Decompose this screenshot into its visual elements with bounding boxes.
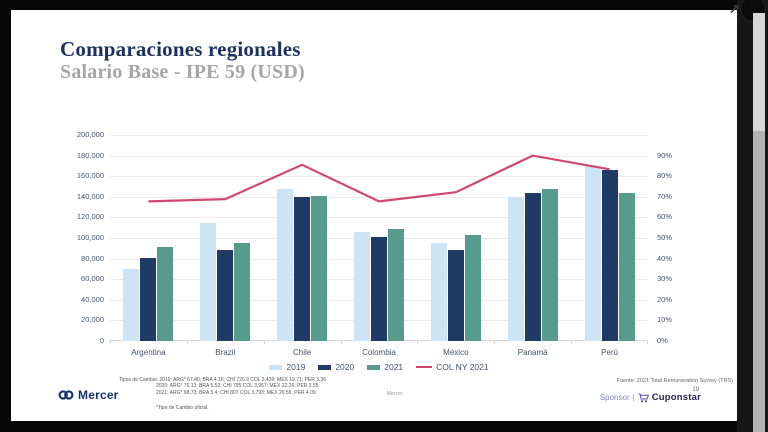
legend-label: 2019 xyxy=(286,362,306,372)
bar-2020-Brazil xyxy=(217,249,234,341)
y-axis-label-right: 0% xyxy=(657,336,668,345)
bar-2019-Brazil xyxy=(200,222,217,341)
bar-2019-Colombia xyxy=(354,231,370,341)
exchange-rate-footnote: Tipos de Cambio: 2019: ARG* 67.40; BRA 4… xyxy=(119,377,326,412)
legend-item-2021: 2021 xyxy=(367,362,403,372)
y-axis-label-left: 80,000 xyxy=(81,253,104,263)
y-axis-label-right: 60% xyxy=(657,212,673,222)
x-label-Brazil: Brazil xyxy=(215,348,236,357)
y-axis-label-right: 20% xyxy=(657,294,673,304)
chart-legend: 2019 2020 2021 COL NY 2021 xyxy=(110,362,648,372)
gridline xyxy=(110,196,648,198)
y-axis-label-right: 70% xyxy=(657,191,673,201)
bar-2019-Argentina xyxy=(123,268,140,341)
y-axis-label-left: 120,000 xyxy=(76,212,104,222)
y-axis-label-right: 90% xyxy=(657,150,673,160)
bar-2019-México xyxy=(430,243,447,341)
page-number: 19 xyxy=(692,387,699,393)
legend-label: 2021 xyxy=(384,362,404,372)
y-axis-label-left: 100,000 xyxy=(76,233,104,242)
x-axis-tick xyxy=(110,341,111,344)
y-axis-label-left: 160,000 xyxy=(76,171,104,181)
bar-2020-Argentina xyxy=(140,257,157,341)
y-axis-label-right: 50% xyxy=(657,233,673,242)
slide-subtitle: Salario Base - IPE 59 (USD) xyxy=(60,61,305,83)
gridline xyxy=(110,155,648,157)
sponsor-separator: | xyxy=(632,393,635,402)
y-axis-label-right: 10% xyxy=(657,315,673,325)
bar-2020-Panamá xyxy=(524,192,541,341)
bar-2021-Argentina xyxy=(157,247,174,341)
y-axis-label-left: 140,000 xyxy=(76,191,104,201)
gridline xyxy=(110,135,648,136)
bar-2021-Colombia xyxy=(388,229,404,341)
footnote-line-2020: 2020: ARG* 76.13; BRA 5.52; CHI 795 COL … xyxy=(156,383,319,390)
gridline xyxy=(110,176,648,178)
watermark-mercer: Mercer xyxy=(387,391,403,397)
gridline xyxy=(110,217,648,219)
legend-item-2020: 2020 xyxy=(318,362,354,372)
scrollbar-thumb[interactable] xyxy=(753,13,765,131)
mercer-logo: Mercer xyxy=(58,388,119,402)
legend-item-2019: 2019 xyxy=(269,362,305,372)
cart-icon xyxy=(638,393,649,402)
x-axis-tick xyxy=(340,341,342,344)
legend-bar-swatch xyxy=(269,364,283,370)
source-note: Fuente: 2021 Total Remuneration Survey (… xyxy=(616,378,733,384)
bar-2021-Perú xyxy=(618,192,635,341)
bar-2020-México xyxy=(447,250,464,341)
legend-bar-swatch xyxy=(318,364,332,370)
slide-title: Comparaciones regionales xyxy=(60,37,301,61)
x-axis-tick xyxy=(417,341,419,344)
footnote-line-2019: Tipos de Cambio: 2019: ARG* 67.40; BRA 4… xyxy=(119,377,326,383)
x-axis-tick xyxy=(263,341,265,344)
x-axis-tick xyxy=(186,341,188,344)
mercer-logo-icon xyxy=(58,390,74,400)
y-axis-label-left: 0 xyxy=(99,336,104,345)
y-axis-label-right: 40% xyxy=(657,253,673,263)
col-ny-line xyxy=(148,154,610,203)
legend-item-COL NY 2021: COL NY 2021 xyxy=(416,362,489,372)
y-axis-label-right: 80% xyxy=(657,171,673,181)
bar-2021-Chile xyxy=(311,195,328,341)
sponsor-name: Cuponstar xyxy=(651,392,701,403)
footnote-official: *Tipo de Cambio oficial. xyxy=(156,405,209,412)
sponsor-label: Sponsor xyxy=(599,393,630,402)
y-axis-label-left: 200,000 xyxy=(76,130,104,139)
bar-2019-Perú xyxy=(584,165,601,341)
expand-arrow-icon[interactable]: ↗ xyxy=(729,1,740,16)
sponsor-row: Sponsor | Cuponstar xyxy=(600,392,701,403)
bar-2021-México xyxy=(464,234,481,341)
legend-label: COL NY 2021 xyxy=(436,362,489,372)
x-axis-tick xyxy=(571,341,573,344)
x-label-Perú: Perú xyxy=(601,348,619,357)
x-label-Panamá: Panamá xyxy=(517,348,548,357)
x-label-Argentina: Argentina xyxy=(131,348,166,357)
x-axis-tick xyxy=(647,341,648,344)
mercer-brand-text: Mercer xyxy=(78,388,119,402)
bar-2020-Perú xyxy=(601,170,618,341)
legend-label: 2020 xyxy=(335,362,355,372)
bar-2020-Colombia xyxy=(371,236,387,341)
y-axis-label-left: 60,000 xyxy=(81,274,104,284)
plot-area: 0 0% 20,000 10% 40,000 20% 60,000 30% 80,000 40% 1… xyxy=(77,131,672,358)
y-axis-label-left: 40,000 xyxy=(81,294,104,304)
x-label-Colombia: Colombia xyxy=(362,348,396,357)
x-label-Chile: Chile xyxy=(293,348,312,357)
bar-2019-Chile xyxy=(277,188,294,341)
x-axis-tick xyxy=(494,341,496,344)
legend-bar-swatch xyxy=(367,364,381,370)
y-axis-label-left: 20,000 xyxy=(81,315,104,325)
slide-page: Comparaciones regionales Salario Base - … xyxy=(11,10,737,421)
y-axis-label-right: 30% xyxy=(657,274,673,284)
bar-2020-Chile xyxy=(294,196,311,341)
footnote-label: Tipos de Cambio: xyxy=(119,377,158,383)
bar-2021-Brazil xyxy=(234,243,251,341)
bar-2021-Panamá xyxy=(541,189,558,341)
y-axis-label-left: 180,000 xyxy=(76,150,104,160)
legend-line-swatch xyxy=(416,365,433,369)
bar-2019-Panamá xyxy=(507,196,524,341)
footnote-line-2021: 2021: ARG* 98.73; BRA 5.4; CHI 807 COL 3… xyxy=(156,389,316,396)
x-label-México: México xyxy=(443,348,469,357)
